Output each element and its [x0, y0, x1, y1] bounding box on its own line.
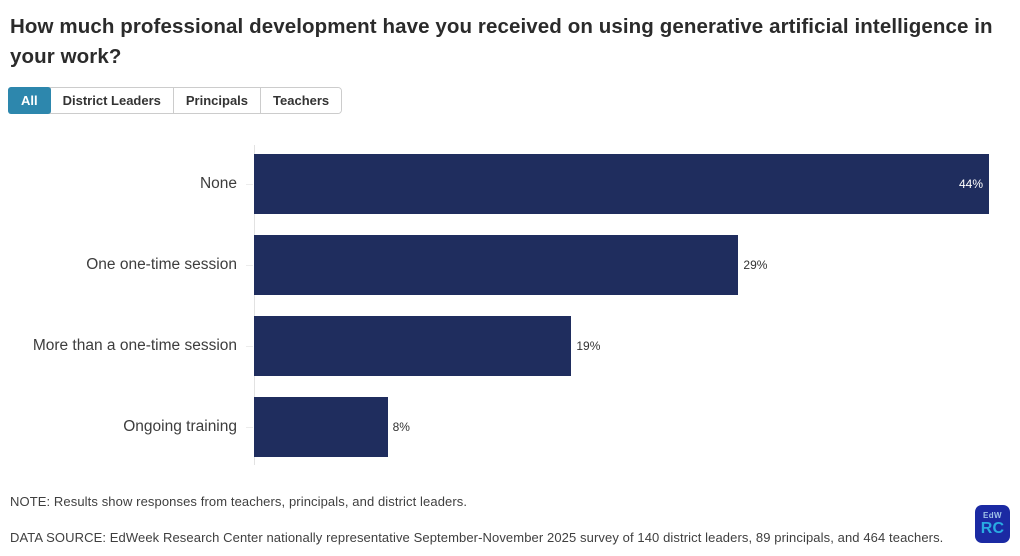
- bar-row: None 44%: [10, 154, 1010, 214]
- tab-all[interactable]: All: [8, 87, 51, 114]
- bar[interactable]: 44%: [254, 154, 989, 214]
- bar-row: One one-time session 29%: [10, 235, 1010, 295]
- bar-value-label: 8%: [392, 420, 410, 434]
- tab-district-leaders[interactable]: District Leaders: [49, 88, 173, 113]
- bar-value-label: 44%: [958, 177, 983, 191]
- category-label: More than a one-time session: [32, 337, 237, 354]
- axis-tick: [246, 397, 254, 457]
- filter-tab-group: All District Leaders Principals Teachers: [8, 87, 343, 114]
- bar[interactable]: 8%: [254, 397, 410, 457]
- bar-value-label: 19%: [576, 339, 601, 353]
- bar[interactable]: 19%: [254, 316, 600, 376]
- tab-principals[interactable]: Principals: [172, 88, 261, 113]
- bar-value-label: 29%: [743, 258, 768, 272]
- edweek-research-center-logo[interactable]: EdW RC: [975, 505, 1010, 543]
- bar[interactable]: 29%: [254, 235, 767, 295]
- category-label: None: [199, 175, 237, 192]
- data-source-text: DATA SOURCE: EdWeek Research Center nati…: [10, 530, 944, 545]
- bar-chart: None 44% One one-time session 29% More t…: [10, 154, 1010, 478]
- logo-edw-text: EdW: [983, 511, 1002, 520]
- axis-tick: [246, 235, 254, 295]
- category-label: One one-time session: [86, 256, 237, 273]
- note-text: NOTE: Results show responses from teache…: [10, 494, 468, 509]
- chart-title: How much professional development have y…: [10, 15, 993, 68]
- bar-row: More than a one-time session 19%: [10, 316, 1010, 376]
- tab-teachers[interactable]: Teachers: [260, 88, 342, 113]
- bar-row: Ongoing training 8%: [10, 397, 1010, 457]
- axis-tick: [246, 154, 254, 214]
- axis-tick: [246, 316, 254, 376]
- logo-rc-text: RC: [980, 520, 1005, 537]
- y-axis-line: [254, 145, 255, 465]
- category-label: Ongoing training: [123, 418, 237, 435]
